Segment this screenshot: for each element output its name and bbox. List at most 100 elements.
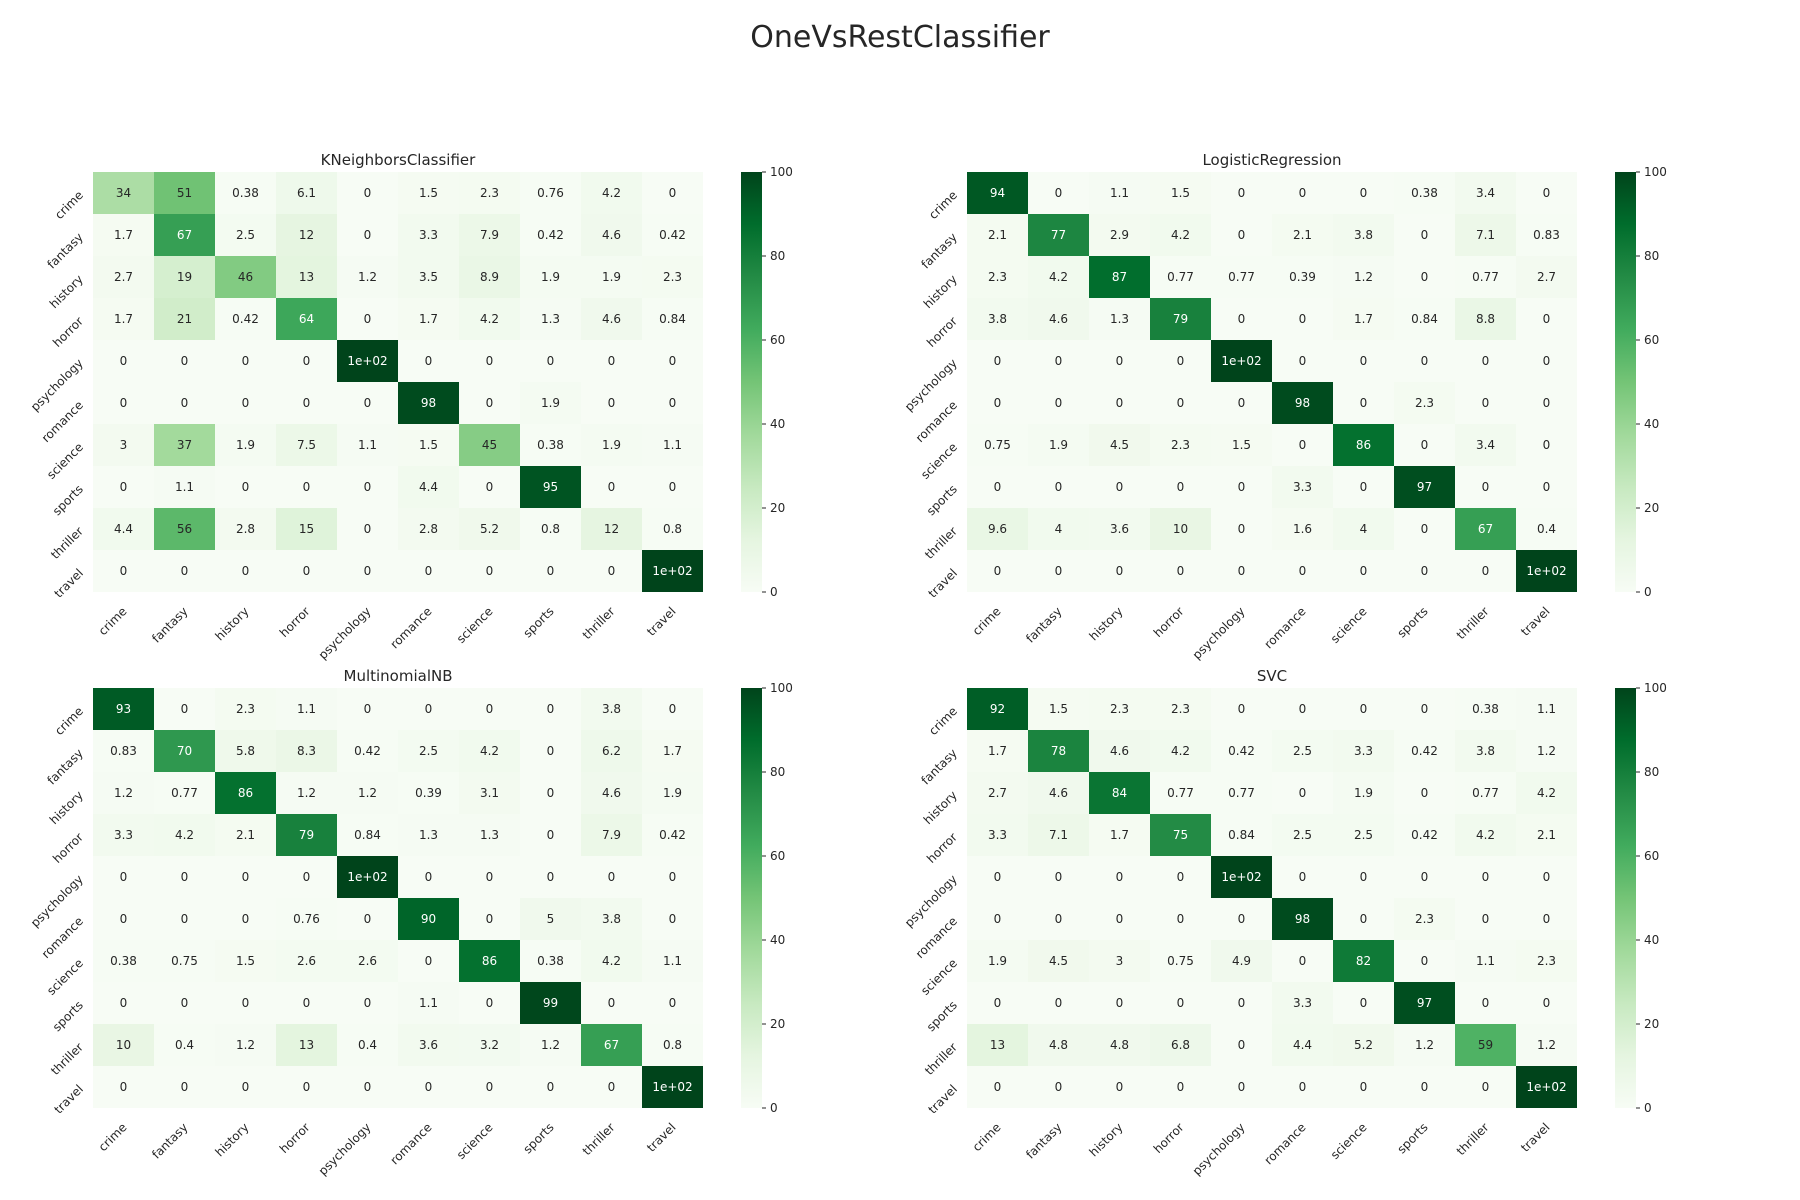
heatmap-cell [337,1024,398,1066]
cell-value-label: 0 [120,354,128,368]
cell-value-label: 1.7 [114,312,133,326]
heatmap-cell [1333,550,1394,592]
cell-value-label: 0.84 [659,312,686,326]
cell-value-label: 86 [238,786,253,800]
cell-value-label: 0 [1177,870,1185,884]
colorbar-tick-label: 20 [1644,1017,1659,1031]
heatmap-cell [581,982,642,1024]
heatmap-cell [93,508,154,550]
y-tick-label: fantasy [919,230,960,271]
cell-value-label: 0 [1299,786,1307,800]
cell-value-label: 0 [242,1080,250,1094]
cell-value-label: 37 [177,438,192,452]
y-tick-label: horror [924,830,960,866]
cell-value-label: 0 [1116,396,1124,410]
heatmap-cell [154,1066,215,1108]
heatmap-cell [459,340,520,382]
heatmap-cell [93,730,154,772]
colorbar-tick-label: 60 [1644,333,1659,347]
heatmap-cell [642,508,703,550]
cell-value-label: 1.3 [419,828,438,842]
cell-value-label: 3 [120,438,128,452]
colorbar-tick-label: 20 [770,1017,785,1031]
cell-value-label: 7.5 [297,438,316,452]
heatmap-cell [520,214,581,256]
cell-value-label: 4.2 [175,828,194,842]
heatmap-cell [1211,730,1272,772]
cell-value-label: 1e+02 [652,564,692,578]
cell-value-label: 4 [1055,522,1063,536]
cell-value-label: 77 [1051,228,1066,242]
heatmap-cell [398,1066,459,1108]
cell-value-label: 6.8 [1171,1038,1190,1052]
heatmap-cell [276,730,337,772]
cell-value-label: 67 [604,1038,619,1052]
cell-value-label: 75 [1173,828,1188,842]
heatmap-cell [337,730,398,772]
heatmap-cell [215,688,276,730]
heatmap-cell [1089,940,1150,982]
colorbar-tick-label: 0 [770,585,778,599]
heatmap-cell [1150,256,1211,298]
heatmap-cell [93,298,154,340]
cell-value-label: 1.5 [1232,438,1251,452]
cell-value-label: 1.1 [1110,186,1129,200]
cell-value-label: 0 [242,480,250,494]
cell-value-label: 0 [181,564,189,578]
heatmap-cell [520,898,581,940]
cell-value-label: 0 [1177,912,1185,926]
heatmap-cell [642,730,703,772]
heatmap-cell [154,382,215,424]
cell-value-label: 3.3 [1293,996,1312,1010]
cell-value-label: 0 [486,564,494,578]
cell-value-label: 0 [547,1080,555,1094]
heatmap-cell [967,340,1028,382]
heatmap-cell [520,688,581,730]
cell-value-label: 1.6 [1293,522,1312,536]
cell-value-label: 5.2 [480,522,499,536]
heatmap-cell [1150,772,1211,814]
cell-value-label: 0 [242,996,250,1010]
heatmap-cell [276,772,337,814]
heatmap-cell [337,898,398,940]
cell-value-label: 0 [1482,564,1490,578]
heatmap-cell [642,382,703,424]
cell-value-label: 0 [120,996,128,1010]
cell-value-label: 0.77 [1228,786,1255,800]
cell-value-label: 4.2 [602,954,621,968]
cell-value-label: 0 [1421,702,1429,716]
cell-value-label: 0 [1299,186,1307,200]
heatmap-cell [1333,298,1394,340]
heatmap-cell [459,382,520,424]
cell-value-label: 0 [994,480,1002,494]
cell-value-label: 51 [177,186,192,200]
heatmap-cell [398,982,459,1024]
heatmap-cell [1150,214,1211,256]
cell-value-label: 3.6 [1110,522,1129,536]
cell-value-label: 1.9 [602,270,621,284]
cell-value-label: 1e+02 [1526,1080,1566,1094]
heatmap-cell [1089,688,1150,730]
heatmap-panel: SVC 92 1.5 2.3 2.3 0 0 0 0 0.38 1.1 1.7 78 4.6 4.2 0.42… [902,667,1667,1178]
heatmap-cell [642,256,703,298]
heatmap-cell [1272,298,1333,340]
cell-value-label: 0 [1421,870,1429,884]
cell-value-label: 4.8 [1110,1038,1129,1052]
heatmap-cell [459,730,520,772]
cell-value-label: 13 [990,1038,1005,1052]
cell-value-label: 86 [1356,438,1371,452]
cell-value-label: 0 [669,354,677,368]
heatmap-cell [1394,424,1455,466]
heatmap-cell [581,814,642,856]
cell-value-label: 0 [1543,912,1551,926]
heatmap-cell [154,898,215,940]
cell-value-label: 0 [364,996,372,1010]
cell-value-label: 0.76 [537,186,564,200]
heatmap-cell [459,1024,520,1066]
cell-value-label: 0 [1177,564,1185,578]
heatmap-cell [1394,172,1455,214]
heatmap-cell [215,256,276,298]
cell-value-label: 0 [1360,396,1368,410]
cell-value-label: 0 [1421,1080,1429,1094]
